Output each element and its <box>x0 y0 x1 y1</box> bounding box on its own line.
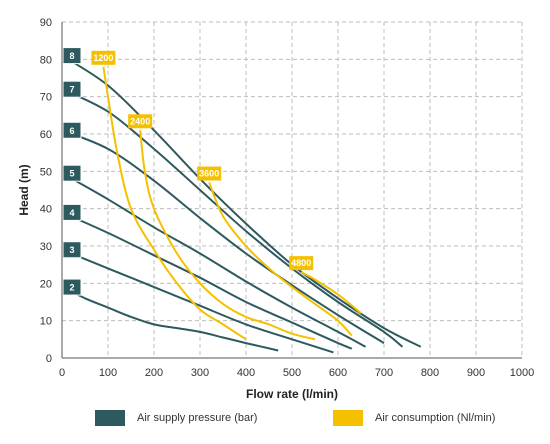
legend-item-air: Air consumption (Nl/min) <box>333 410 495 426</box>
air-badge-1200: 1200 <box>91 50 116 65</box>
x-tick-label: 300 <box>191 367 209 379</box>
air-curve-2400 <box>139 130 316 341</box>
air-curve-4800 <box>300 271 362 314</box>
y-tick-label: 0 <box>46 353 52 365</box>
pressure-badge-4: 4 <box>62 203 82 221</box>
air-curve-3600 <box>208 182 353 337</box>
y-tick-label: 80 <box>40 54 52 66</box>
series-badges: 2 3 4 5 6 7 8 1200 2400 3600 4800 <box>62 47 314 296</box>
x-tick-label: 500 <box>283 367 301 379</box>
pressure-badge-label: 6 <box>69 126 74 136</box>
axes <box>61 22 522 359</box>
y-tick-label: 50 <box>40 166 52 178</box>
y-axis-title: Head (m) <box>17 164 31 215</box>
x-tick-label: 1000 <box>510 367 534 379</box>
pressure-badge-box <box>62 278 82 296</box>
air-badge-4800: 4800 <box>289 256 314 271</box>
pressure-badge-box <box>62 47 82 65</box>
legend-swatch-pressure <box>95 410 125 426</box>
pressure-curve-4 <box>61 211 353 350</box>
pressure-curve-7 <box>61 88 404 348</box>
y-tick-label: 70 <box>40 92 52 104</box>
pressure-badge-label: 3 <box>69 245 74 255</box>
air-badge-box <box>197 166 222 181</box>
x-tick-label: 0 <box>59 367 65 379</box>
y-tick-label: 40 <box>40 204 52 216</box>
y-tick-labels: 0 10 20 30 40 50 60 70 80 90 <box>40 17 52 365</box>
y-tick-label: 20 <box>40 278 52 290</box>
air-badge-label: 2400 <box>130 116 150 126</box>
pressure-badge-box <box>62 203 82 221</box>
pressure-badge-label: 2 <box>69 283 74 293</box>
pressure-badge-box <box>62 121 82 139</box>
air-badge-3600: 3600 <box>197 166 222 181</box>
pressure-curve-2 <box>61 286 279 352</box>
pressure-badge-box <box>62 164 82 182</box>
x-tick-labels: 0 100 200 300 400 500 600 700 800 900 1000 <box>59 367 534 379</box>
x-tick-label: 200 <box>145 367 163 379</box>
x-axis-title: Flow rate (l/min) <box>246 387 338 401</box>
air-badge-label: 4800 <box>291 258 311 268</box>
pump-performance-chart: 0 100 200 300 400 500 600 700 800 900 1000 0102030… <box>17 17 534 401</box>
pressure-series-group <box>61 54 422 354</box>
grid-lines <box>61 21 523 359</box>
pressure-curve-3 <box>61 248 334 354</box>
pressure-badge-label: 5 <box>69 169 74 179</box>
legend-swatch-air <box>333 410 363 426</box>
legend: Air supply pressure (bar) Air consumptio… <box>0 410 550 440</box>
legend-label-pressure: Air supply pressure (bar) <box>137 412 258 424</box>
y-tick-label: 90 <box>40 17 52 29</box>
air-badge-label: 3600 <box>199 169 219 179</box>
x-tick-label: 100 <box>99 367 117 379</box>
pressure-badge-7: 7 <box>62 80 82 98</box>
legend-label-air: Air consumption (Nl/min) <box>375 412 496 424</box>
pressure-badge-label: 4 <box>69 208 74 218</box>
pressure-curve-5 <box>61 172 367 348</box>
y-tick-label: 30 <box>40 241 52 253</box>
x-tick-label: 800 <box>421 367 439 379</box>
x-tick-label: 600 <box>329 367 347 379</box>
air-badge-box <box>289 256 314 271</box>
x-tick-label: 400 <box>237 367 255 379</box>
y-tick-label: 60 <box>40 129 52 141</box>
air-curve-1200 <box>102 66 247 341</box>
legend-item-pressure: Air supply pressure (bar) <box>95 410 257 426</box>
pressure-badge-label: 7 <box>69 85 74 95</box>
air-badge-2400: 2400 <box>128 114 153 129</box>
pressure-badge-8: 8 <box>62 47 82 65</box>
pressure-curve-6 <box>61 129 385 344</box>
air-series-group <box>102 66 362 341</box>
pressure-curve-8 <box>61 54 422 348</box>
air-badge-box <box>128 114 153 129</box>
y-tick-label: 10 <box>40 316 52 328</box>
pressure-badge-6: 6 <box>62 121 82 139</box>
pressure-badge-3: 3 <box>62 241 82 259</box>
pressure-badge-5: 5 <box>62 164 82 182</box>
pressure-badge-box <box>62 241 82 259</box>
pressure-badge-2: 2 <box>62 278 82 296</box>
air-badge-box <box>91 50 116 65</box>
pressure-badge-box <box>62 80 82 98</box>
pressure-badge-label: 8 <box>69 51 74 61</box>
x-tick-label: 700 <box>375 367 393 379</box>
air-badge-label: 1200 <box>93 53 113 63</box>
x-tick-label: 900 <box>467 367 485 379</box>
